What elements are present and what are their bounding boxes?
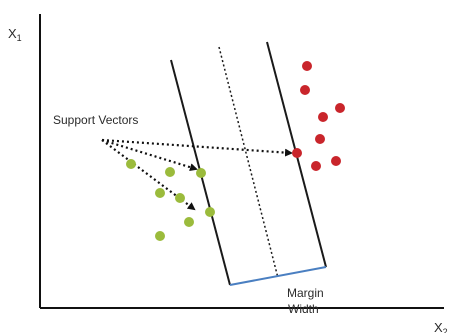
green-point <box>175 193 185 203</box>
red-point <box>311 161 321 171</box>
red-point <box>331 156 341 166</box>
green-class-points <box>126 159 215 241</box>
green-support-vector <box>196 168 206 178</box>
y-axis-label: X1 <box>8 26 22 43</box>
red-point <box>318 112 328 122</box>
green-point <box>126 159 136 169</box>
green-point <box>184 217 194 227</box>
margin-width-bracket <box>229 266 327 286</box>
red-support-vector <box>292 148 302 158</box>
red-point <box>335 103 345 113</box>
margin-label: Margin <box>287 286 324 300</box>
green-point <box>155 231 165 241</box>
width-label: Width <box>288 302 319 316</box>
red-point <box>300 85 310 95</box>
arrow-to-red-support-vector <box>101 138 293 157</box>
arrow-to-green-support-vector-1 <box>101 138 198 172</box>
support-vectors-label: Support Vectors <box>53 113 138 127</box>
decision-boundary <box>218 46 279 279</box>
green-support-vector <box>205 207 215 217</box>
green-point <box>155 188 165 198</box>
green-point <box>165 167 175 177</box>
red-class-points <box>292 61 345 171</box>
x-axis-label: X2 <box>434 320 448 333</box>
red-point <box>302 61 312 71</box>
red-point <box>315 134 325 144</box>
